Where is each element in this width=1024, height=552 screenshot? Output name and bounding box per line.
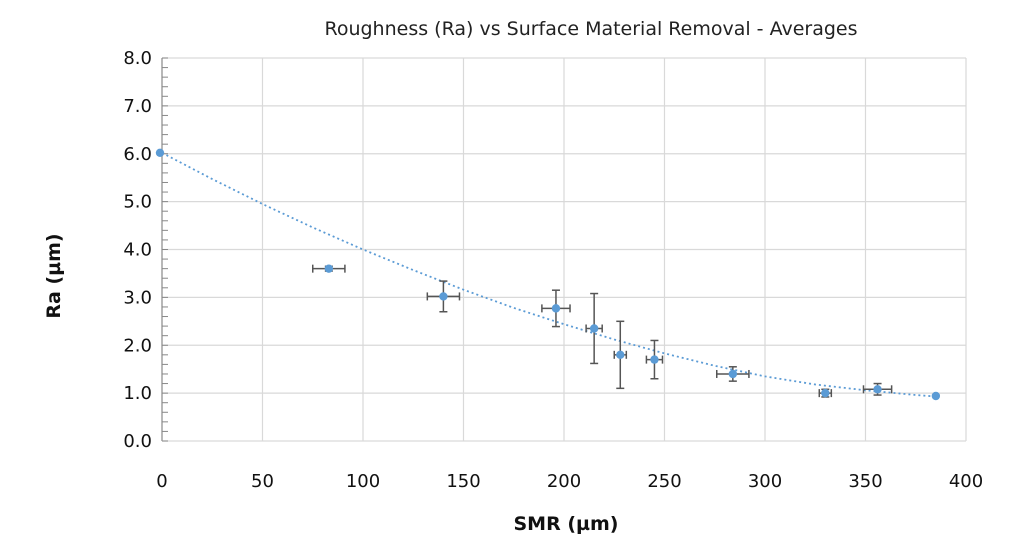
data-point <box>551 304 561 313</box>
data-points <box>155 148 941 401</box>
data-point <box>931 391 941 401</box>
data-point <box>324 264 334 273</box>
data-point <box>650 355 659 364</box>
axes <box>161 57 966 442</box>
data-point <box>821 388 830 398</box>
y-tick-label: 5.0 <box>123 192 152 213</box>
y-tick-label: 4.0 <box>123 240 152 261</box>
chart-title: Roughness (Ra) vs Surface Material Remov… <box>324 18 857 40</box>
y-tick-label: 3.0 <box>123 287 152 308</box>
x-tick-label: 100 <box>346 471 380 492</box>
x-tick-label: 0 <box>156 471 167 492</box>
data-point <box>439 292 448 301</box>
x-tick-label: 250 <box>647 471 681 492</box>
trendline-layer <box>161 152 936 398</box>
data-point <box>155 148 165 157</box>
trendline <box>161 152 936 398</box>
y-tick-label: 2.0 <box>123 335 152 356</box>
x-tick-label: 350 <box>848 471 882 492</box>
data-point <box>589 324 599 333</box>
y-tick-label: 1.0 <box>123 383 152 404</box>
y-tick-label: 0.0 <box>123 431 152 452</box>
grid-lines <box>162 57 967 441</box>
x-tick-label: 200 <box>547 471 581 492</box>
y-tick-label: 8.0 <box>123 48 152 69</box>
data-point <box>873 385 882 394</box>
tick-labels: 0.0 1.0 2.0 3.0 4.0 5.0 6.0 7.0 8.0 0 50 100 150 200 2… <box>123 48 983 492</box>
x-axis-title: SMR (µm) <box>514 513 619 535</box>
x-tick-label: 150 <box>446 471 480 492</box>
x-tick-label: 50 <box>251 471 274 492</box>
x-tick-label: 300 <box>748 471 782 492</box>
x-tick-label: 400 <box>949 471 983 492</box>
y-axis-title: Ra (µm) <box>43 233 65 318</box>
error-bars <box>312 264 893 398</box>
y-tick-label: 7.0 <box>123 96 152 117</box>
y-tick-label: 6.0 <box>123 144 152 165</box>
data-point <box>728 369 738 379</box>
data-point <box>616 350 625 360</box>
